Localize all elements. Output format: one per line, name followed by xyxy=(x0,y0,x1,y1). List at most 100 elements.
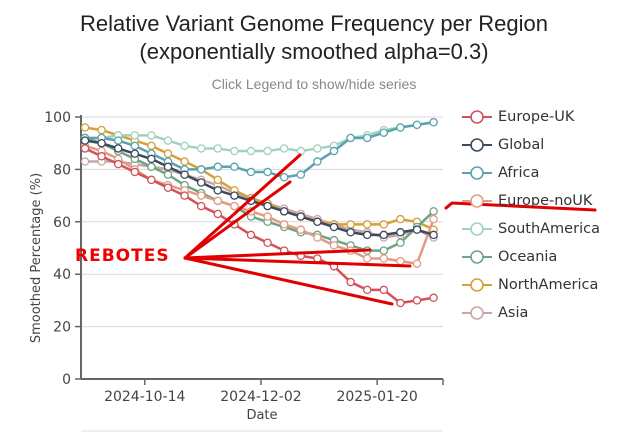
data-point[interactable] xyxy=(230,146,239,156)
data-point[interactable] xyxy=(362,133,372,143)
data-point[interactable] xyxy=(113,159,123,169)
data-point[interactable] xyxy=(313,157,322,166)
data-point[interactable] xyxy=(329,241,339,250)
data-point[interactable] xyxy=(279,144,289,153)
data-point[interactable] xyxy=(163,136,173,145)
data-point[interactable] xyxy=(196,191,206,200)
data-point[interactable] xyxy=(130,141,140,151)
data-point[interactable] xyxy=(230,162,239,172)
legend-item-europe-uk[interactable]: Europe-UK xyxy=(462,103,600,131)
data-point[interactable] xyxy=(329,146,339,156)
data-point[interactable] xyxy=(279,207,289,216)
data-point[interactable] xyxy=(196,144,206,153)
data-point[interactable] xyxy=(130,167,140,177)
data-point[interactable] xyxy=(296,225,306,234)
data-point[interactable] xyxy=(80,136,90,145)
data-point[interactable] xyxy=(412,296,422,305)
data-point[interactable] xyxy=(147,154,156,164)
data-point[interactable] xyxy=(213,162,223,172)
data-point[interactable] xyxy=(213,196,223,206)
legend-item-asia[interactable]: Asia xyxy=(462,299,600,327)
data-point[interactable] xyxy=(97,138,106,148)
data-point[interactable] xyxy=(246,146,256,156)
data-point[interactable] xyxy=(396,256,405,266)
data-point[interactable] xyxy=(429,293,438,303)
legend-item-southamerica[interactable]: SouthAmerica xyxy=(462,215,600,243)
data-point[interactable] xyxy=(396,214,405,224)
data-point[interactable] xyxy=(412,225,422,234)
data-point[interactable] xyxy=(396,298,405,308)
data-point[interactable] xyxy=(147,175,156,185)
data-point[interactable] xyxy=(396,228,405,237)
legend-item-europe-nouk[interactable]: Europe-noUK xyxy=(462,187,600,215)
legend-item-africa[interactable]: Africa xyxy=(462,159,600,187)
data-point[interactable] xyxy=(313,217,322,227)
data-point[interactable] xyxy=(113,136,123,145)
data-point[interactable] xyxy=(379,128,389,137)
data-point[interactable] xyxy=(279,173,289,182)
data-point[interactable] xyxy=(130,131,140,140)
data-point[interactable] xyxy=(163,170,173,179)
data-point[interactable] xyxy=(396,238,405,248)
data-point[interactable] xyxy=(346,220,355,229)
data-point[interactable] xyxy=(346,133,355,143)
data-point[interactable] xyxy=(362,230,372,240)
data-point[interactable] xyxy=(313,254,322,263)
data-point[interactable] xyxy=(213,209,223,219)
data-point[interactable] xyxy=(429,207,438,216)
data-point[interactable] xyxy=(130,149,140,158)
data-point[interactable] xyxy=(80,157,90,166)
legend-item-oceania[interactable]: Oceania xyxy=(462,243,600,271)
data-point[interactable] xyxy=(412,259,422,268)
data-point[interactable] xyxy=(379,285,389,295)
data-point[interactable] xyxy=(362,254,372,263)
data-point[interactable] xyxy=(379,254,389,263)
data-point[interactable] xyxy=(213,144,223,153)
data-point[interactable] xyxy=(80,123,90,132)
data-point[interactable] xyxy=(113,144,123,153)
data-point[interactable] xyxy=(147,141,156,151)
data-point[interactable] xyxy=(263,146,272,156)
data-point[interactable] xyxy=(163,149,173,158)
data-point[interactable] xyxy=(263,201,272,211)
legend-item-northamerica[interactable]: NorthAmerica xyxy=(462,271,600,299)
data-point[interactable] xyxy=(163,162,173,172)
legend-item-global[interactable]: Global xyxy=(462,131,600,159)
data-point[interactable] xyxy=(230,201,239,211)
data-point[interactable] xyxy=(196,165,206,174)
data-point[interactable] xyxy=(296,170,306,179)
data-point[interactable] xyxy=(313,233,322,242)
data-point[interactable] xyxy=(429,214,438,224)
data-point[interactable] xyxy=(263,212,272,221)
data-point[interactable] xyxy=(313,144,322,153)
data-point[interactable] xyxy=(362,285,372,295)
data-point[interactable] xyxy=(196,201,206,211)
data-point[interactable] xyxy=(180,191,189,200)
data-point[interactable] xyxy=(396,123,405,132)
data-point[interactable] xyxy=(379,220,389,229)
data-point[interactable] xyxy=(279,220,289,229)
data-point[interactable] xyxy=(379,230,389,240)
data-point[interactable] xyxy=(362,220,372,229)
data-point[interactable] xyxy=(97,152,106,161)
data-point[interactable] xyxy=(429,230,438,240)
data-point[interactable] xyxy=(246,167,256,177)
data-point[interactable] xyxy=(412,120,422,130)
data-point[interactable] xyxy=(296,212,306,221)
data-point[interactable] xyxy=(147,131,156,140)
data-point[interactable] xyxy=(163,183,173,192)
data-point[interactable] xyxy=(429,117,438,127)
data-point[interactable] xyxy=(213,175,223,185)
data-point[interactable] xyxy=(263,238,272,248)
data-point[interactable] xyxy=(80,144,90,153)
data-point[interactable] xyxy=(196,178,206,187)
data-point[interactable] xyxy=(213,186,223,195)
data-point[interactable] xyxy=(97,125,106,135)
data-point[interactable] xyxy=(346,228,355,237)
data-point[interactable] xyxy=(263,167,272,177)
data-point[interactable] xyxy=(180,141,189,151)
data-point[interactable] xyxy=(296,146,306,156)
data-point[interactable] xyxy=(246,230,256,240)
data-point[interactable] xyxy=(147,162,156,172)
data-point[interactable] xyxy=(180,157,189,166)
